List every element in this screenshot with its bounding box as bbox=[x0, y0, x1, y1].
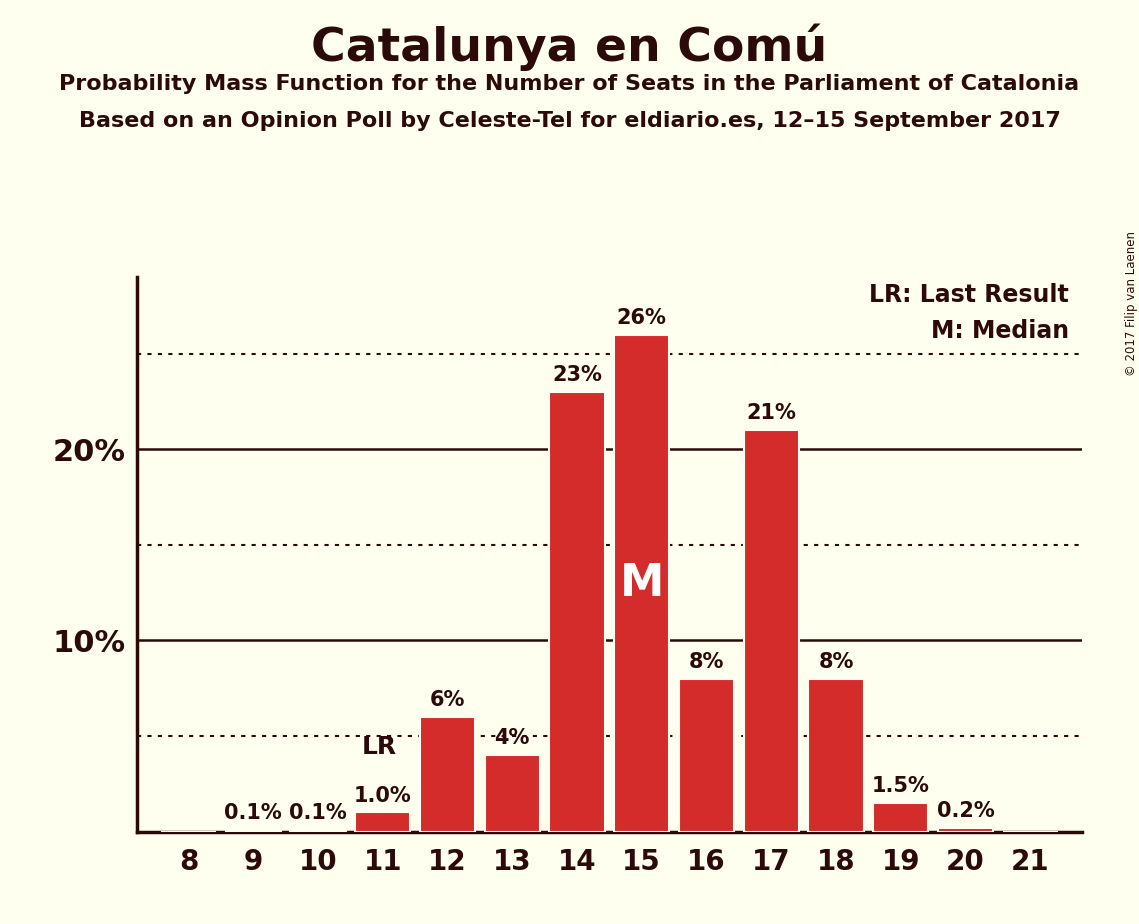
Text: Probability Mass Function for the Number of Seats in the Parliament of Catalonia: Probability Mass Function for the Number… bbox=[59, 74, 1080, 94]
Text: 0.1%: 0.1% bbox=[224, 803, 282, 823]
Bar bbox=[679, 678, 734, 832]
Text: 23%: 23% bbox=[552, 365, 601, 385]
Text: 21%: 21% bbox=[746, 404, 796, 423]
Text: Based on an Opinion Poll by Celeste-Tel for eldiario.es, 12–15 September 2017: Based on an Opinion Poll by Celeste-Tel … bbox=[79, 111, 1060, 131]
Bar bbox=[420, 717, 475, 832]
Text: 1.5%: 1.5% bbox=[871, 776, 929, 796]
Bar bbox=[874, 803, 928, 832]
Bar bbox=[549, 392, 605, 832]
Text: LR: Last Result: LR: Last Result bbox=[869, 283, 1070, 307]
Text: 8%: 8% bbox=[818, 652, 854, 672]
Bar bbox=[809, 678, 863, 832]
Text: 4%: 4% bbox=[494, 728, 530, 748]
Bar bbox=[744, 431, 798, 832]
Text: 1.0%: 1.0% bbox=[354, 785, 411, 806]
Bar bbox=[226, 830, 280, 832]
Text: Catalunya en Comú: Catalunya en Comú bbox=[311, 23, 828, 70]
Text: M: M bbox=[620, 562, 664, 604]
Text: 8%: 8% bbox=[689, 652, 724, 672]
Bar bbox=[939, 828, 993, 832]
Text: 0.2%: 0.2% bbox=[936, 801, 994, 821]
Bar bbox=[355, 812, 410, 832]
Text: 26%: 26% bbox=[617, 308, 666, 328]
Bar bbox=[290, 830, 345, 832]
Text: M: Median: M: Median bbox=[931, 320, 1070, 343]
Text: LR: LR bbox=[362, 735, 398, 759]
Bar bbox=[485, 755, 540, 832]
Text: 6%: 6% bbox=[429, 690, 465, 711]
Text: 0.1%: 0.1% bbox=[289, 803, 347, 823]
Bar bbox=[614, 334, 670, 832]
Text: © 2017 Filip van Laenen: © 2017 Filip van Laenen bbox=[1124, 231, 1138, 376]
